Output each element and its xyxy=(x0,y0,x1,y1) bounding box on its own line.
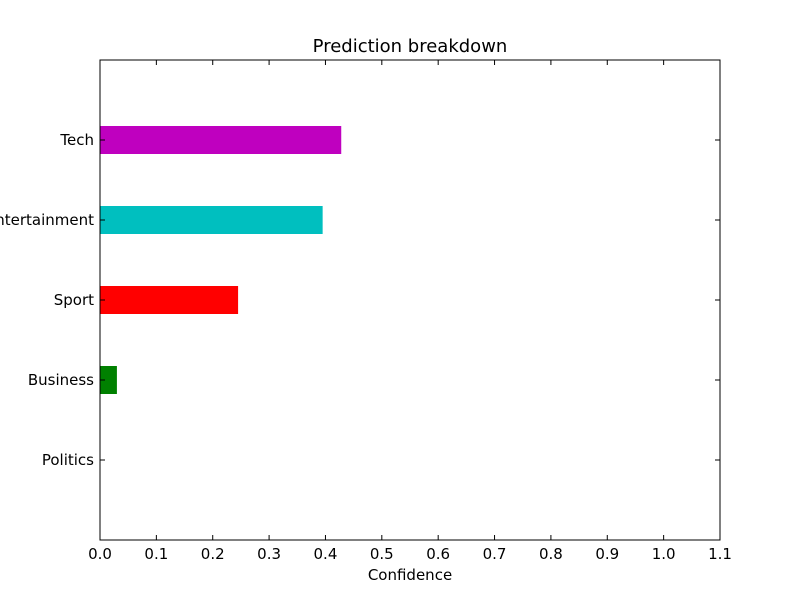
plot-frame xyxy=(99,59,721,541)
bar-entertainment xyxy=(100,206,323,234)
bar-tech xyxy=(100,126,342,154)
x-tick-label-0: 0.0 xyxy=(88,545,112,563)
y-tick-label-sport: Sport xyxy=(54,291,94,309)
y-tick-label-tech: Tech xyxy=(59,131,94,149)
x-tick-label-6: 0.6 xyxy=(426,545,450,563)
bars-layer xyxy=(100,126,342,394)
bar-business xyxy=(100,366,117,394)
chart-title: Prediction breakdown xyxy=(313,36,508,57)
x-tick-label-4: 0.4 xyxy=(314,545,338,563)
x-tick-label-9: 0.9 xyxy=(595,545,619,563)
x-tick-label-11: 1.1 xyxy=(708,545,732,563)
x-axis-label: Confidence xyxy=(368,566,452,584)
x-tick-label-3: 0.3 xyxy=(257,545,281,563)
y-tick-label-politics: Politics xyxy=(42,451,94,469)
x-tick-label-10: 1.0 xyxy=(652,545,676,563)
ticks-layer: Politics Business Sport Entertainment Tech 0.… xyxy=(0,60,732,563)
y-tick-label-entertainment: Entertainment xyxy=(0,211,94,229)
y-tick-label-business: Business xyxy=(28,371,94,389)
x-tick-label-1: 0.1 xyxy=(144,545,168,563)
x-tick-label-8: 0.8 xyxy=(539,545,563,563)
x-tick-label-5: 0.5 xyxy=(370,545,394,563)
x-tick-label-7: 0.7 xyxy=(483,545,507,563)
x-tick-label-2: 0.2 xyxy=(201,545,225,563)
bar-sport xyxy=(100,286,239,314)
